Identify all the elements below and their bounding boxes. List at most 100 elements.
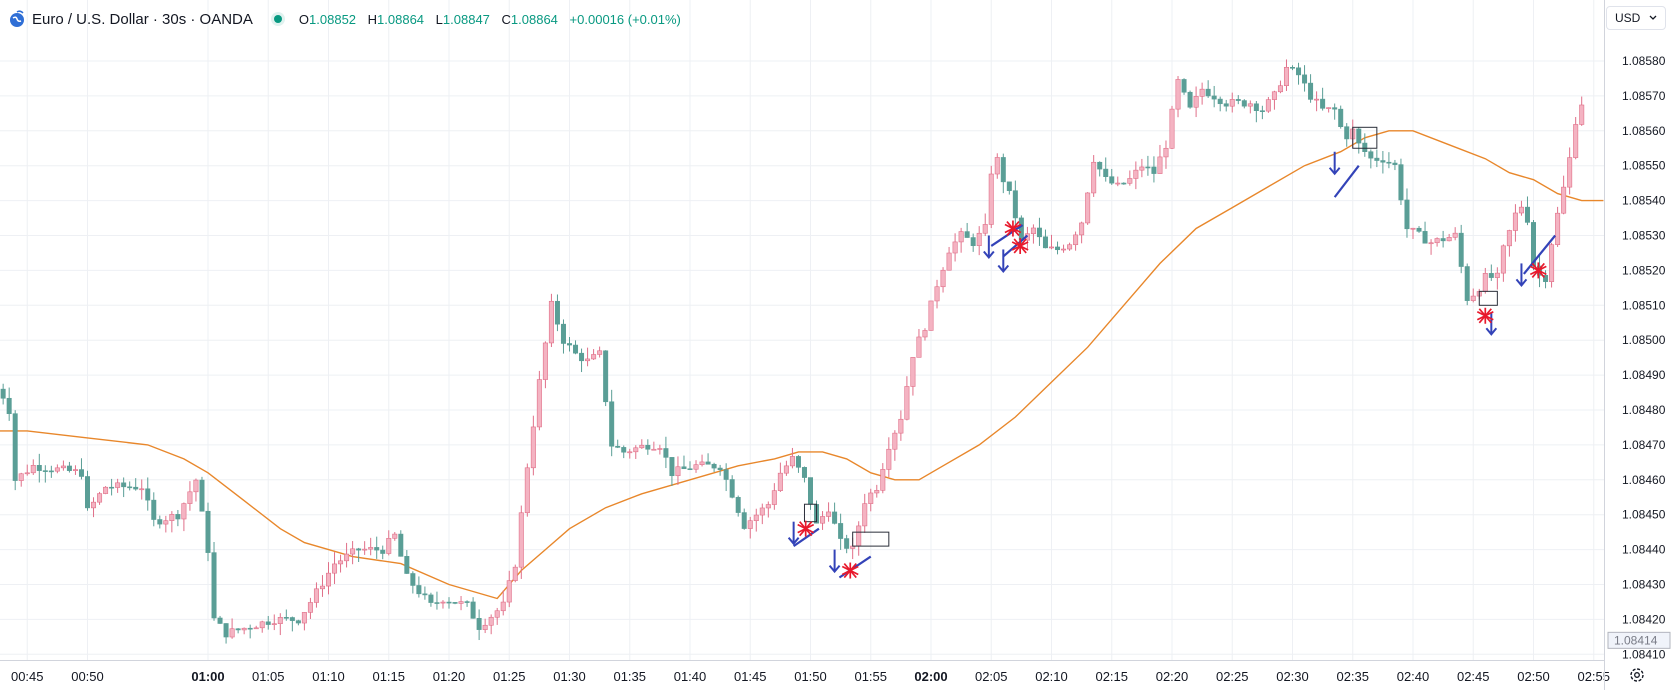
candle-up (115, 478, 121, 493)
arrow-head (997, 264, 1010, 274)
candle-body (1018, 217, 1024, 241)
candle-up (169, 511, 175, 533)
candle-up (1579, 96, 1585, 126)
candle-body (24, 472, 30, 475)
candle-up (1500, 244, 1506, 282)
down-arrow-icon (1515, 263, 1528, 287)
candle-up (922, 328, 928, 341)
candle-down (428, 592, 434, 607)
candle-body (928, 300, 934, 331)
x-tick-label: 01:35 (613, 669, 646, 684)
candle-up (1061, 244, 1067, 253)
candle-body (1314, 98, 1320, 101)
down-arrow-icon (997, 249, 1010, 274)
candle-up (958, 227, 964, 253)
candle-up (494, 607, 500, 625)
y-tick-label: 1.08520 (1622, 263, 1666, 277)
candle-down (1187, 90, 1193, 109)
currency-selector[interactable]: USD (1606, 6, 1666, 30)
candle-down (838, 513, 844, 550)
x-tick-label: 02:15 (1095, 669, 1128, 684)
candle-down (157, 515, 163, 529)
candle-down (295, 619, 301, 626)
candle-down (85, 470, 91, 511)
candle-down (1259, 105, 1265, 120)
candle-body (1073, 234, 1079, 246)
candle-up (386, 530, 392, 556)
candle-body (994, 157, 1000, 175)
candle-body (1049, 246, 1055, 249)
down-arrow-icon (1328, 151, 1341, 176)
chart-legend: Euro / U.S. Dollar · 30s · OANDA O1.0885… (8, 8, 681, 30)
candle-up (1163, 140, 1169, 169)
candle-body (488, 616, 494, 626)
x-tick-label: 01:20 (433, 669, 466, 684)
candle-up (747, 516, 753, 539)
candle-body (48, 470, 54, 473)
candle-body (1290, 66, 1296, 69)
candle-up (765, 501, 771, 518)
candle-body (241, 627, 247, 631)
candle-down (416, 576, 422, 598)
candle-body (259, 621, 265, 629)
candle-body (1000, 157, 1006, 183)
candle-up (1434, 237, 1440, 247)
candle-body (1006, 181, 1012, 191)
symbol-title[interactable]: Euro / U.S. Dollar · 30s · OANDA (32, 10, 253, 28)
candle-down (283, 609, 289, 621)
close-value: 1.08864 (510, 11, 558, 27)
candle-up (1446, 233, 1452, 242)
candle-down (452, 602, 458, 605)
candle-body (1223, 103, 1229, 107)
candle-down (663, 436, 669, 469)
candle-body (512, 566, 518, 581)
candle-body (1012, 190, 1018, 219)
candle-body (1573, 124, 1579, 158)
candle-down (1404, 188, 1410, 238)
candle-down (374, 536, 380, 559)
candle-body (783, 465, 789, 474)
y-tick-label: 1.08470 (1622, 438, 1666, 452)
candle-body (1494, 272, 1500, 278)
candle-down (554, 294, 560, 332)
candle-body (681, 466, 687, 470)
candle-down (1211, 85, 1217, 108)
candle-down (1097, 161, 1103, 177)
candle-body (175, 514, 181, 520)
candle-body (1145, 166, 1151, 169)
candle-up (97, 491, 103, 505)
arrow-head (983, 250, 995, 260)
gear-icon[interactable] (1628, 666, 1646, 684)
y-tick-label: 1.08550 (1622, 159, 1666, 173)
cross-stroke (1478, 308, 1492, 324)
candle-body (826, 511, 832, 517)
candle-up (187, 481, 193, 511)
candle-down (223, 623, 229, 644)
candle-down (1217, 96, 1223, 112)
candle-body (759, 507, 765, 516)
candle-body (356, 548, 362, 551)
candle-up (253, 625, 259, 630)
candle-body (422, 593, 428, 596)
candle-down (1308, 74, 1314, 103)
cross-icon (1004, 220, 1022, 237)
candle-body (1320, 98, 1326, 109)
x-tick-label: 02:25 (1216, 669, 1249, 684)
arrow-head (1485, 327, 1498, 336)
candle-down (1488, 264, 1494, 281)
candle-body (410, 573, 416, 586)
cross-icon (841, 562, 859, 579)
candle-down (1386, 152, 1392, 169)
candle-body (1199, 88, 1205, 97)
candle-down (1036, 217, 1042, 246)
candle-up (1482, 267, 1488, 294)
x-tick-label: 02:30 (1276, 669, 1309, 684)
market-status-icon[interactable] (270, 12, 285, 26)
y-tick-label: 1.08420 (1622, 612, 1666, 626)
candle-body (585, 358, 591, 362)
candle-body (127, 486, 133, 489)
candle-up (548, 293, 554, 348)
candle-body (494, 610, 500, 618)
